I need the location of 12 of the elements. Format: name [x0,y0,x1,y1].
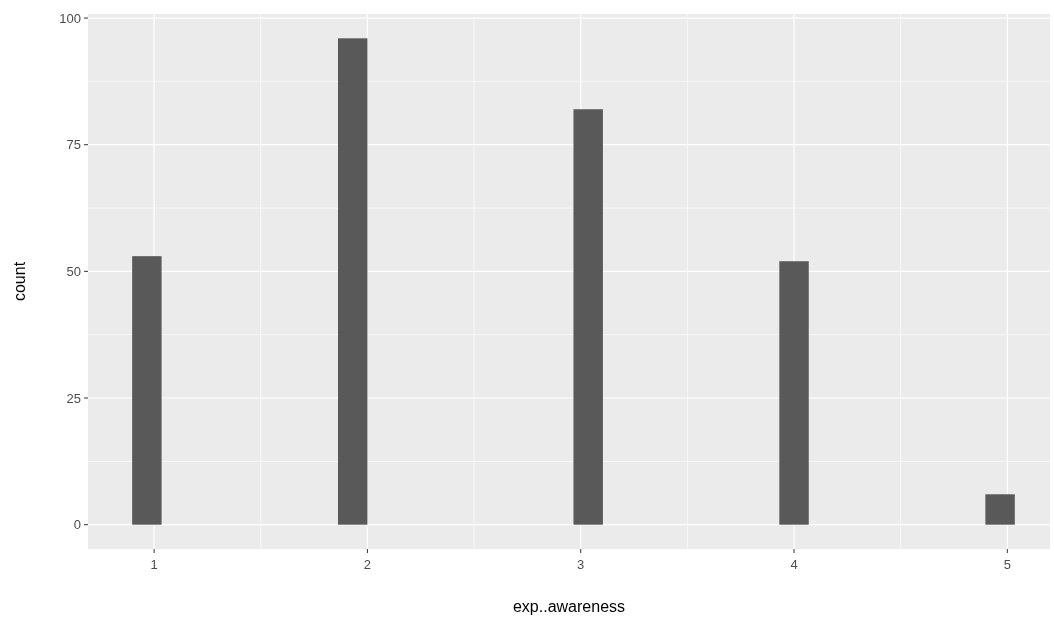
x-tick-label: 1 [150,557,158,572]
y-tick-label: 75 [66,137,81,153]
x-tick-label: 3 [577,557,585,572]
x-tick-label: 5 [1003,557,1011,572]
x-tick-label: 2 [363,557,372,572]
y-tick-label: 50 [66,263,81,279]
y-tick-label: 0 [73,517,81,533]
x-axis-title: exp..awareness [512,598,626,615]
x-tick-label: 4 [790,557,798,572]
y-tick-label: 25 [66,390,81,406]
y-axis-title: count [11,261,28,302]
y-tick-label: 100 [59,10,81,26]
